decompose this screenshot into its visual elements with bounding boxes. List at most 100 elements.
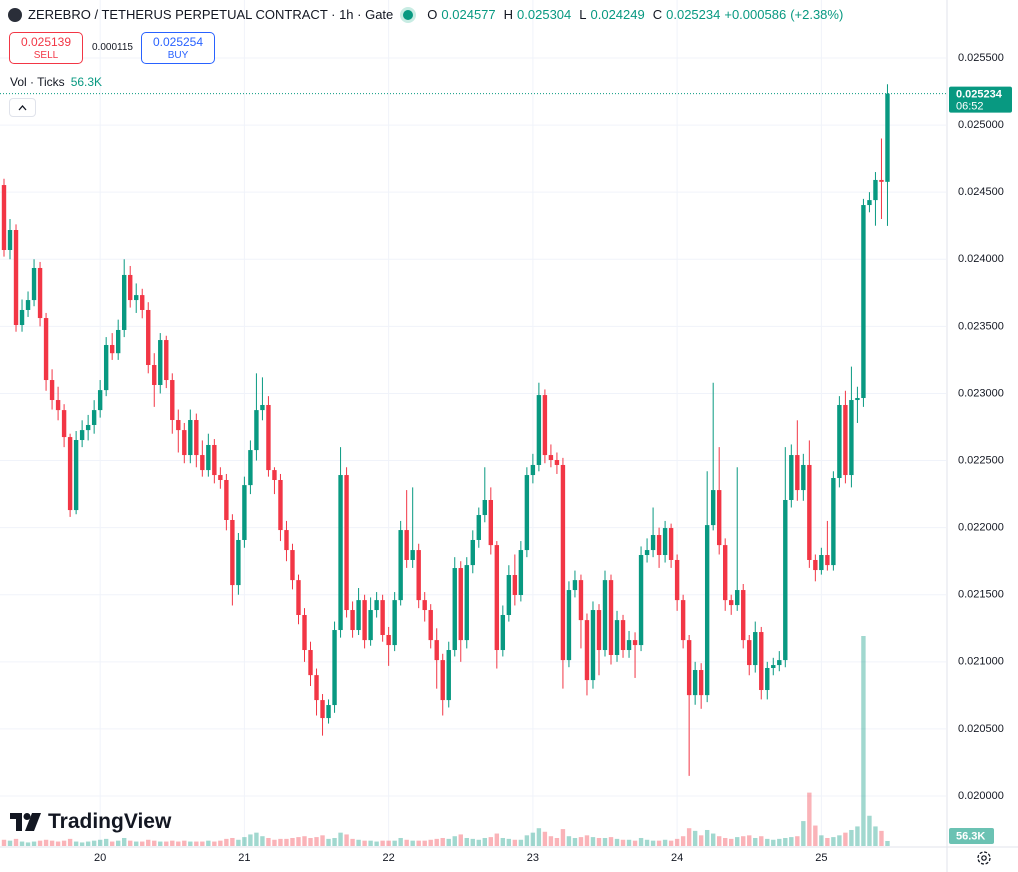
candle-body	[422, 600, 427, 611]
volume-bar	[218, 840, 223, 846]
candle-body	[380, 600, 385, 635]
volume-bar	[500, 837, 506, 846]
candle-body	[170, 380, 175, 421]
candle-body	[807, 464, 812, 560]
volume-bar	[686, 828, 692, 846]
x-tick-label: 25	[815, 852, 827, 864]
settings-icon[interactable]	[977, 851, 991, 865]
candle-body	[584, 620, 590, 681]
candle-body	[152, 365, 157, 385]
sell-price: 0.025139	[20, 35, 72, 49]
candle-body	[182, 430, 187, 456]
candle-body	[759, 632, 764, 691]
candle-body	[716, 490, 722, 546]
y-tick-label: 0.021500	[958, 589, 1004, 601]
y-tick-label: 0.025500	[958, 52, 1004, 64]
candle-body	[873, 179, 878, 201]
candle-body	[554, 460, 560, 465]
x-tick-label: 23	[527, 852, 539, 864]
candle-body	[710, 490, 716, 526]
candle-body	[729, 600, 734, 606]
collapse-button[interactable]	[9, 98, 36, 117]
volume-bar	[422, 840, 427, 846]
volume-bar	[584, 835, 590, 846]
volume-bar	[206, 840, 211, 846]
candle-body	[248, 450, 253, 486]
candle-body	[314, 675, 319, 701]
candle-body	[146, 309, 151, 366]
candle-body	[542, 395, 548, 456]
candle-body	[440, 660, 445, 701]
sell-button[interactable]: 0.025139 SELL	[9, 32, 83, 64]
volume-bar	[272, 839, 277, 846]
volume-bar	[861, 636, 866, 846]
candle-body	[885, 93, 890, 182]
y-tick-label: 0.021000	[958, 656, 1004, 668]
volume-bar	[416, 840, 421, 846]
candle-body	[735, 590, 740, 606]
volume-bar	[548, 836, 554, 846]
candle-body	[831, 477, 836, 566]
candle-body	[37, 267, 43, 319]
candle-body	[777, 660, 782, 666]
volume-bar	[152, 840, 157, 846]
y-tick-label: 0.020500	[958, 723, 1004, 735]
volume-bar	[284, 838, 289, 846]
y-tick-label: 0.024000	[958, 253, 1004, 265]
candle-body	[200, 455, 205, 471]
volume-bar	[674, 838, 680, 846]
volume-bar	[795, 836, 800, 846]
candle-body	[194, 420, 199, 456]
volume-bar	[434, 838, 439, 846]
y-tick-label: 0.024500	[958, 186, 1004, 198]
volume-bar	[103, 838, 109, 846]
gear-inner	[981, 855, 987, 861]
candle-body	[212, 444, 217, 476]
volume-bar	[765, 838, 770, 846]
volume-bar	[524, 835, 530, 846]
volume-bar	[554, 837, 560, 846]
volume-bar	[825, 837, 830, 846]
volume-bar	[578, 837, 584, 846]
candle-body	[741, 590, 746, 641]
volume-bar	[855, 826, 860, 846]
candle-body	[290, 550, 295, 581]
volume-bar	[176, 841, 181, 846]
volume-bar	[819, 835, 824, 846]
candle-body	[434, 640, 439, 661]
volume-bar	[698, 835, 704, 846]
candle-body	[344, 475, 349, 611]
volume-bar	[350, 838, 355, 846]
candle-body	[43, 318, 49, 381]
status-dot	[403, 9, 414, 20]
x-tick-label: 20	[94, 852, 106, 864]
candle-body	[572, 580, 578, 591]
candle-body	[470, 539, 475, 566]
y-tick-label: 0.022500	[958, 454, 1004, 466]
volume-bar	[512, 839, 518, 846]
candle-body	[608, 580, 614, 655]
candle-body	[656, 535, 662, 556]
volume-bar	[296, 837, 301, 846]
change: +0.000586	[724, 7, 787, 22]
volume-bar	[747, 835, 752, 846]
change-percent: (+2.38%)	[790, 7, 844, 22]
volume-bar	[771, 839, 776, 846]
last-price-label: 0.025234	[956, 89, 1003, 101]
candle-body	[458, 568, 463, 641]
volume-bar	[146, 839, 151, 846]
candle-body	[338, 475, 343, 631]
volume-bar	[849, 829, 854, 846]
candle-body	[626, 640, 632, 651]
candle-body	[284, 530, 289, 551]
buy-button[interactable]: 0.025254 BUY	[141, 32, 215, 64]
chevron-icon	[18, 105, 27, 111]
candle-body	[254, 410, 259, 451]
candle-body	[578, 580, 584, 621]
volume-bar	[572, 837, 578, 846]
candle-body	[819, 555, 824, 571]
candle-body	[320, 700, 325, 719]
volume-bar	[170, 840, 175, 846]
candle-body	[771, 665, 776, 669]
volume-bar	[248, 834, 253, 846]
